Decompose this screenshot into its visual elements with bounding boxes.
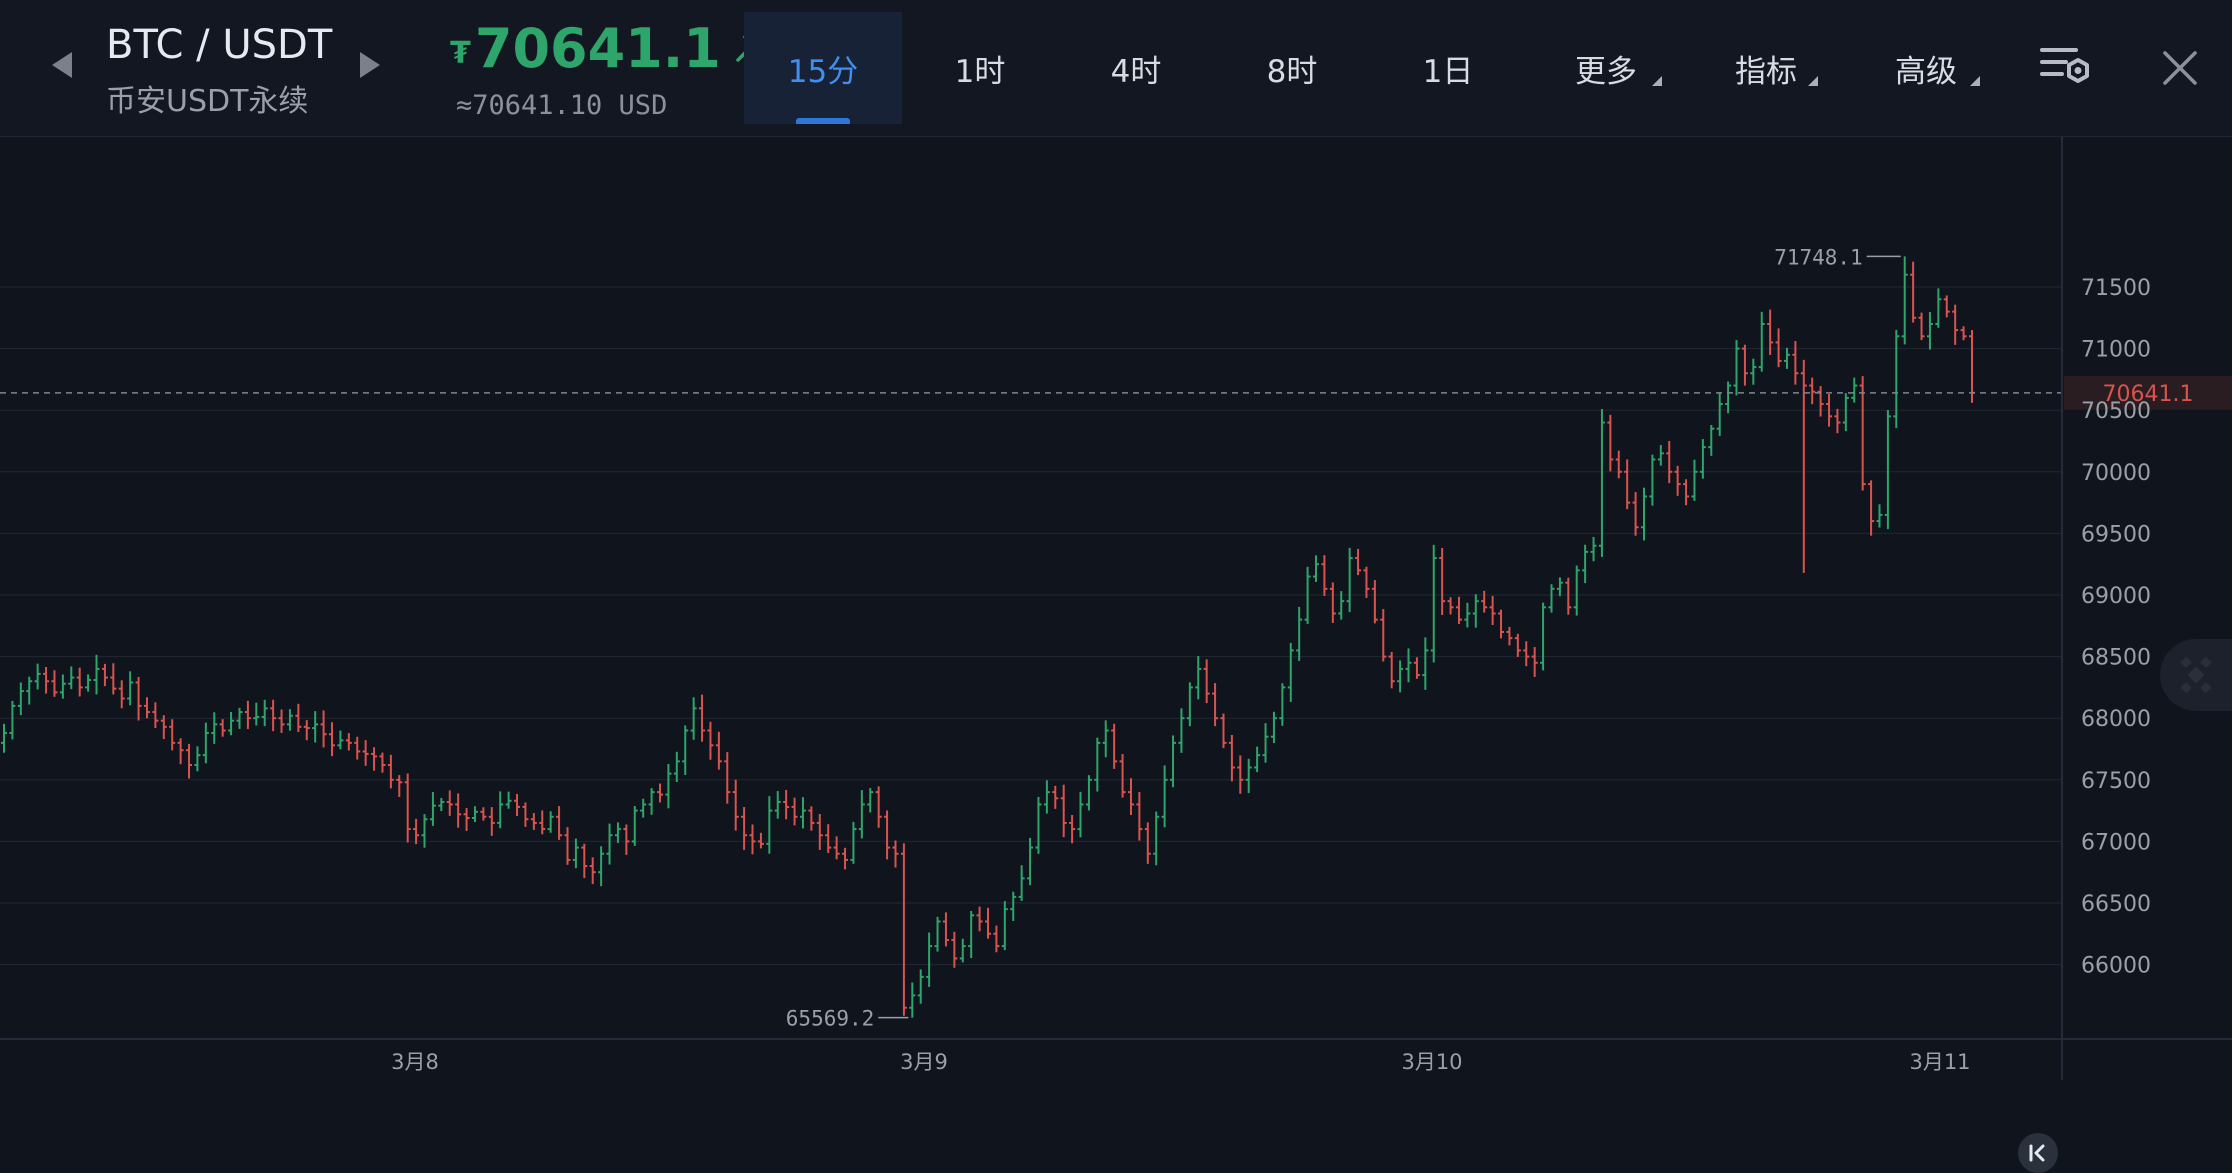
header-bar: BTC / USDT 币安USDT永续 ₮ 70641.1 ≈70641.10 …	[0, 0, 2232, 137]
tab-4h[interactable]: 4时	[1058, 12, 1214, 124]
tab-15m[interactable]: 15分	[744, 12, 902, 124]
y-tick-label: 68500	[2081, 646, 2151, 671]
tab-8h[interactable]: 8时	[1214, 12, 1370, 124]
x-tick-label: 3月9	[900, 1050, 948, 1074]
y-tick-label: 71000	[2081, 338, 2151, 363]
y-tick-label: 71500	[2081, 276, 2151, 301]
tab-label: 更多	[1575, 53, 1637, 90]
y-tick-label: 70000	[2081, 461, 2151, 486]
chevron-right-icon[interactable]	[360, 52, 380, 78]
y-tick-label: 67500	[2081, 769, 2151, 794]
dropdown-triangle-icon	[1808, 76, 1818, 86]
tab-indicators[interactable]: 指标	[1686, 12, 1846, 124]
candlestick-chart[interactable]: 70641.1 71748.1 65569.2 66000 66500 67000 675…	[0, 137, 2232, 1080]
x-tick-label: 3月11	[1909, 1050, 1970, 1074]
active-tab-indicator	[796, 118, 850, 124]
low-price-label: 65569.2	[786, 1007, 875, 1031]
price-chart[interactable]: 70641.1 71748.1 65569.2 66000 66500 67000 675…	[0, 137, 2232, 1173]
last-price: ₮ 70641.1	[450, 16, 767, 80]
binance-logo-icon	[2160, 639, 2232, 711]
tab-label: 1日	[1422, 53, 1474, 90]
tab-1h[interactable]: 1时	[902, 12, 1058, 124]
axes: 66000 66500 67000 67500 68000 68500 69000 69500…	[0, 137, 2232, 1080]
y-tick-label: 68000	[2081, 707, 2151, 732]
close-icon[interactable]	[2162, 50, 2198, 86]
last-price-tag-bg	[2064, 375, 2232, 410]
last-price-tag: 70641.1	[2103, 382, 2194, 407]
chevron-left-icon[interactable]	[52, 52, 72, 78]
tab-advanced[interactable]: 高级	[1846, 12, 2006, 124]
price-bars	[1, 256, 1975, 1018]
pair-title: BTC / USDT	[106, 22, 333, 68]
high-price-label: 71748.1	[1774, 245, 1863, 269]
tab-label: 15分	[787, 53, 859, 90]
tab-label: 高级	[1895, 53, 1957, 90]
tab-1d[interactable]: 1日	[1370, 12, 1526, 124]
y-tick-label: 69500	[2081, 522, 2151, 547]
tab-label: 指标	[1735, 53, 1797, 90]
y-tick-label: 70500	[2081, 399, 2151, 424]
tab-label: 4时	[1110, 53, 1162, 90]
price-usd: ≈70641.10 USD	[456, 90, 668, 121]
x-tick-label: 3月10	[1401, 1050, 1462, 1074]
price-value: 70641.1	[474, 16, 721, 80]
chart-settings-icon[interactable]	[2040, 44, 2092, 90]
dropdown-triangle-icon	[1652, 76, 1662, 86]
tab-label: 1时	[954, 53, 1006, 90]
annotations: 70641.1 71748.1 65569.2	[0, 245, 2232, 1031]
tab-label: 8时	[1266, 53, 1318, 90]
dropdown-triangle-icon	[1970, 76, 1980, 86]
x-tick-label: 3月8	[391, 1050, 439, 1074]
tab-more[interactable]: 更多	[1526, 12, 1686, 124]
exchange-label: 币安USDT永续	[106, 84, 309, 119]
y-tick-label: 69000	[2081, 584, 2151, 609]
y-tick-label: 66500	[2081, 892, 2151, 917]
usdt-symbol: ₮	[450, 35, 471, 71]
y-tick-label: 67000	[2081, 830, 2151, 855]
y-tick-label: 66000	[2081, 954, 2151, 979]
grid-lines	[0, 286, 2062, 966]
collapse-left-icon[interactable]	[2018, 1133, 2058, 1173]
